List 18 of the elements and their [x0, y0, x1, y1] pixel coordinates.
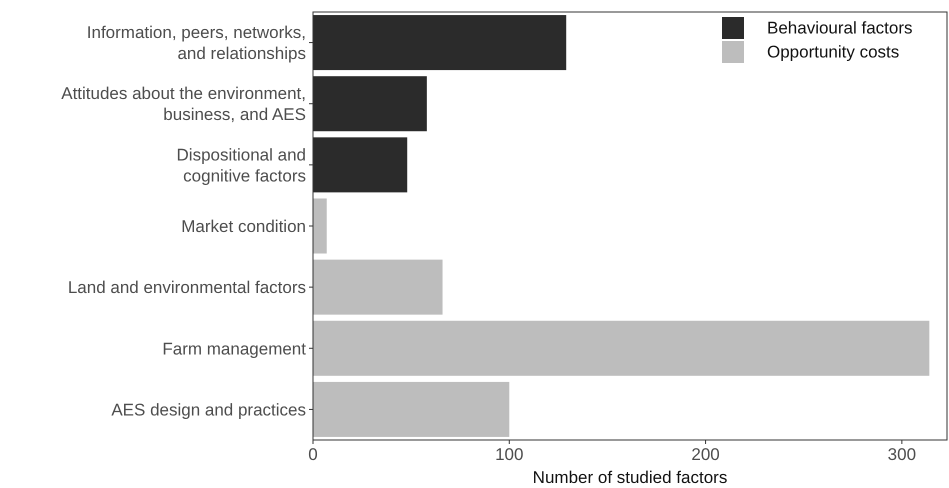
bar [313, 260, 443, 315]
x-tick-label: 200 [691, 445, 720, 464]
x-axis-title: Number of studied factors [532, 468, 728, 487]
y-tick-label: Attitudes about the environment, business, and AES [61, 84, 306, 124]
y-tick-label: Land and environmental factors [68, 278, 306, 297]
y-tick-label: Dispositional and cognitive factors [176, 144, 306, 185]
bar [313, 320, 930, 376]
y-tick-label: Market condition [181, 216, 306, 236]
y-tick-label: Farm management [162, 338, 306, 358]
x-tick-label: 300 [888, 445, 916, 464]
x-tick-label: 0 [308, 445, 318, 464]
y-tick-label: AES design and practices [111, 400, 306, 419]
legend-label: Opportunity costs [767, 42, 900, 62]
legend-label: Behavioural factors [767, 18, 913, 38]
bar [313, 382, 510, 437]
x-tick-label: 100 [495, 445, 524, 464]
y-tick-label: Information, peers, networks, and relationships [86, 22, 306, 63]
bar [313, 198, 327, 254]
